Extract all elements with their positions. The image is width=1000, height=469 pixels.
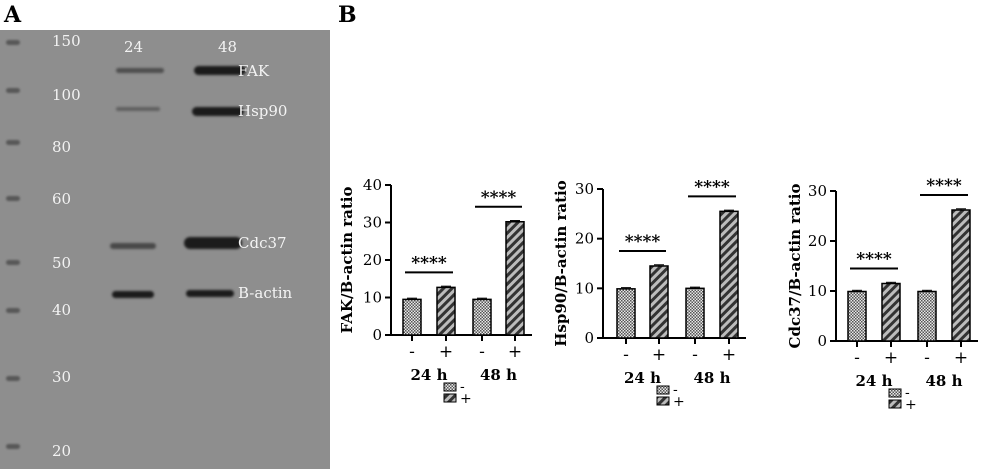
- y-tick-label: 30: [808, 182, 827, 200]
- group-label: 24 h: [624, 369, 661, 387]
- legend-label-minus: -: [905, 385, 910, 401]
- bar-plus: [505, 221, 525, 336]
- bar-condition-label: +: [508, 342, 522, 362]
- significance-marker: ****: [694, 177, 730, 197]
- ladder-band: [6, 308, 20, 313]
- bar-minus: [472, 298, 492, 336]
- bar-minus: [685, 287, 705, 339]
- y-tick-label: 0: [372, 326, 382, 344]
- bar-plus: [881, 282, 901, 342]
- legend-label-minus: -: [673, 382, 678, 398]
- ladder-band: [6, 376, 20, 381]
- band-cdc37-24: [110, 243, 156, 249]
- legend-label-plus: +: [460, 391, 472, 407]
- legend-swatch-minus: [888, 388, 902, 398]
- lane-label: 24: [124, 38, 144, 56]
- mw-marker: 80: [52, 138, 72, 156]
- group-label: 48 h: [480, 366, 517, 384]
- y-tick-label: 0: [817, 332, 827, 350]
- y-tick-label: 40: [363, 176, 382, 194]
- mw-marker: 50: [52, 254, 72, 272]
- bar-condition-label: -: [854, 348, 860, 368]
- bar-condition-label: +: [722, 345, 736, 365]
- y-tick-label: 30: [363, 214, 382, 232]
- panel-label-a: A: [4, 2, 22, 28]
- bar-condition-label: -: [623, 345, 629, 365]
- legend-swatch-plus: [656, 396, 670, 406]
- bar-condition-label: -: [409, 342, 415, 362]
- bar-plus: [951, 209, 971, 342]
- ladder-band: [6, 40, 20, 45]
- significance-marker: ****: [625, 232, 661, 252]
- significance-marker: ****: [481, 188, 517, 208]
- y-axis-label: FAK/B-actin ratio: [338, 187, 356, 334]
- y-tick-label: 20: [808, 232, 827, 250]
- bar-plus: [436, 286, 456, 336]
- mw-marker: 40: [52, 301, 72, 319]
- legend-label-minus: -: [460, 379, 465, 395]
- bar-minus: [616, 288, 636, 339]
- ladder-band: [6, 260, 20, 265]
- y-tick-label: 30: [575, 180, 594, 198]
- significance-marker: ****: [856, 250, 892, 270]
- y-tick-label: 20: [363, 251, 382, 269]
- band-cdc37-48: [184, 237, 242, 249]
- legend-label-plus: +: [905, 397, 917, 413]
- band-bactin-48: [186, 290, 234, 297]
- group-label: 48 h: [693, 369, 730, 387]
- lane-label: 48: [218, 38, 238, 56]
- ladder-band: [6, 88, 20, 93]
- legend-swatch-minus: [656, 385, 670, 395]
- bar-minus: [847, 290, 867, 342]
- mw-marker: 100: [52, 86, 81, 104]
- bar-condition-label: +: [652, 345, 666, 365]
- y-tick-label: 10: [575, 279, 594, 297]
- legend-swatch-plus: [443, 393, 457, 403]
- bar-condition-label: +: [954, 348, 968, 368]
- significance-marker: ****: [926, 176, 962, 196]
- y-tick-label: 10: [808, 282, 827, 300]
- bar-plus: [719, 210, 739, 339]
- western-blot-image: 150 100 80 60 50 40 30 20 24 48 FAK Hsp9…: [0, 30, 330, 469]
- protein-label-fak: FAK: [238, 62, 270, 80]
- y-tick-label: 0: [584, 329, 594, 347]
- panel-label-b: B: [338, 2, 357, 28]
- bar-condition-label: +: [884, 348, 898, 368]
- band-fak-24: [116, 68, 164, 73]
- ladder-band: [6, 140, 20, 145]
- group-label: 24 h: [855, 372, 892, 390]
- band-hsp90-48: [192, 107, 244, 116]
- bar-condition-label: +: [439, 342, 453, 362]
- bar-minus: [917, 290, 937, 342]
- mw-marker: 20: [52, 442, 72, 460]
- mw-marker: 60: [52, 190, 72, 208]
- bar-condition-label: -: [924, 348, 930, 368]
- bar-condition-label: -: [692, 345, 698, 365]
- bar-plus: [649, 265, 669, 339]
- legend-swatch-minus: [443, 382, 457, 392]
- group-label: 24 h: [410, 366, 447, 384]
- group-label: 48 h: [925, 372, 962, 390]
- ladder-band: [6, 444, 20, 449]
- y-tick-label: 10: [363, 289, 382, 307]
- band-hsp90-24: [116, 107, 160, 111]
- band-fak-48: [194, 66, 246, 75]
- protein-label-bactin: B-actin: [238, 284, 293, 302]
- mw-marker: 30: [52, 368, 72, 386]
- ladder-band: [6, 196, 20, 201]
- mw-marker: 150: [52, 32, 81, 50]
- significance-marker: ****: [411, 253, 447, 273]
- y-axis-label: Hsp90/B-actin ratio: [552, 180, 570, 347]
- protein-label-hsp90: Hsp90: [238, 102, 288, 120]
- band-bactin-24: [112, 291, 154, 298]
- y-tick-label: 20: [575, 230, 594, 248]
- bar-minus: [402, 298, 422, 336]
- y-axis-label: Cdc37/B-actin ratio: [786, 184, 804, 349]
- legend-swatch-plus: [888, 399, 902, 409]
- bar-condition-label: -: [479, 342, 485, 362]
- protein-label-cdc37: Cdc37: [238, 234, 287, 252]
- legend-label-plus: +: [673, 394, 685, 410]
